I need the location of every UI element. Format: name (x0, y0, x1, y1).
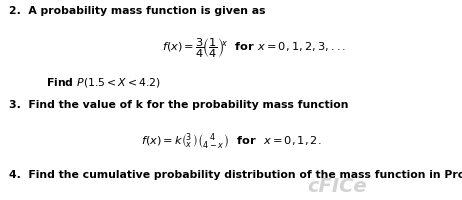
Text: Find $P(1.5 < X < 4.2)$: Find $P(1.5 < X < 4.2)$ (46, 76, 161, 89)
Text: cFICe: cFICe (307, 177, 367, 196)
Text: 3.  Find the value of k for the probability mass function: 3. Find the value of k for the probabili… (9, 100, 349, 110)
Text: $f(x) = \dfrac{3}{4}\!\left(\dfrac{1}{4}\right)^{\!x}$  for $x = 0,1,2,3,...$: $f(x) = \dfrac{3}{4}\!\left(\dfrac{1}{4}… (162, 36, 346, 60)
Text: $f(x) = k\binom{3}{x}\binom{4}{4-x}$  for  $x = 0,1,2.$: $f(x) = k\binom{3}{x}\binom{4}{4-x}$ for… (141, 132, 321, 152)
Text: 2.  A probability mass function is given as: 2. A probability mass function is given … (9, 6, 266, 16)
Text: 4.  Find the cumulative probability distribution of the mass function in Problem: 4. Find the cumulative probability distr… (9, 170, 462, 180)
